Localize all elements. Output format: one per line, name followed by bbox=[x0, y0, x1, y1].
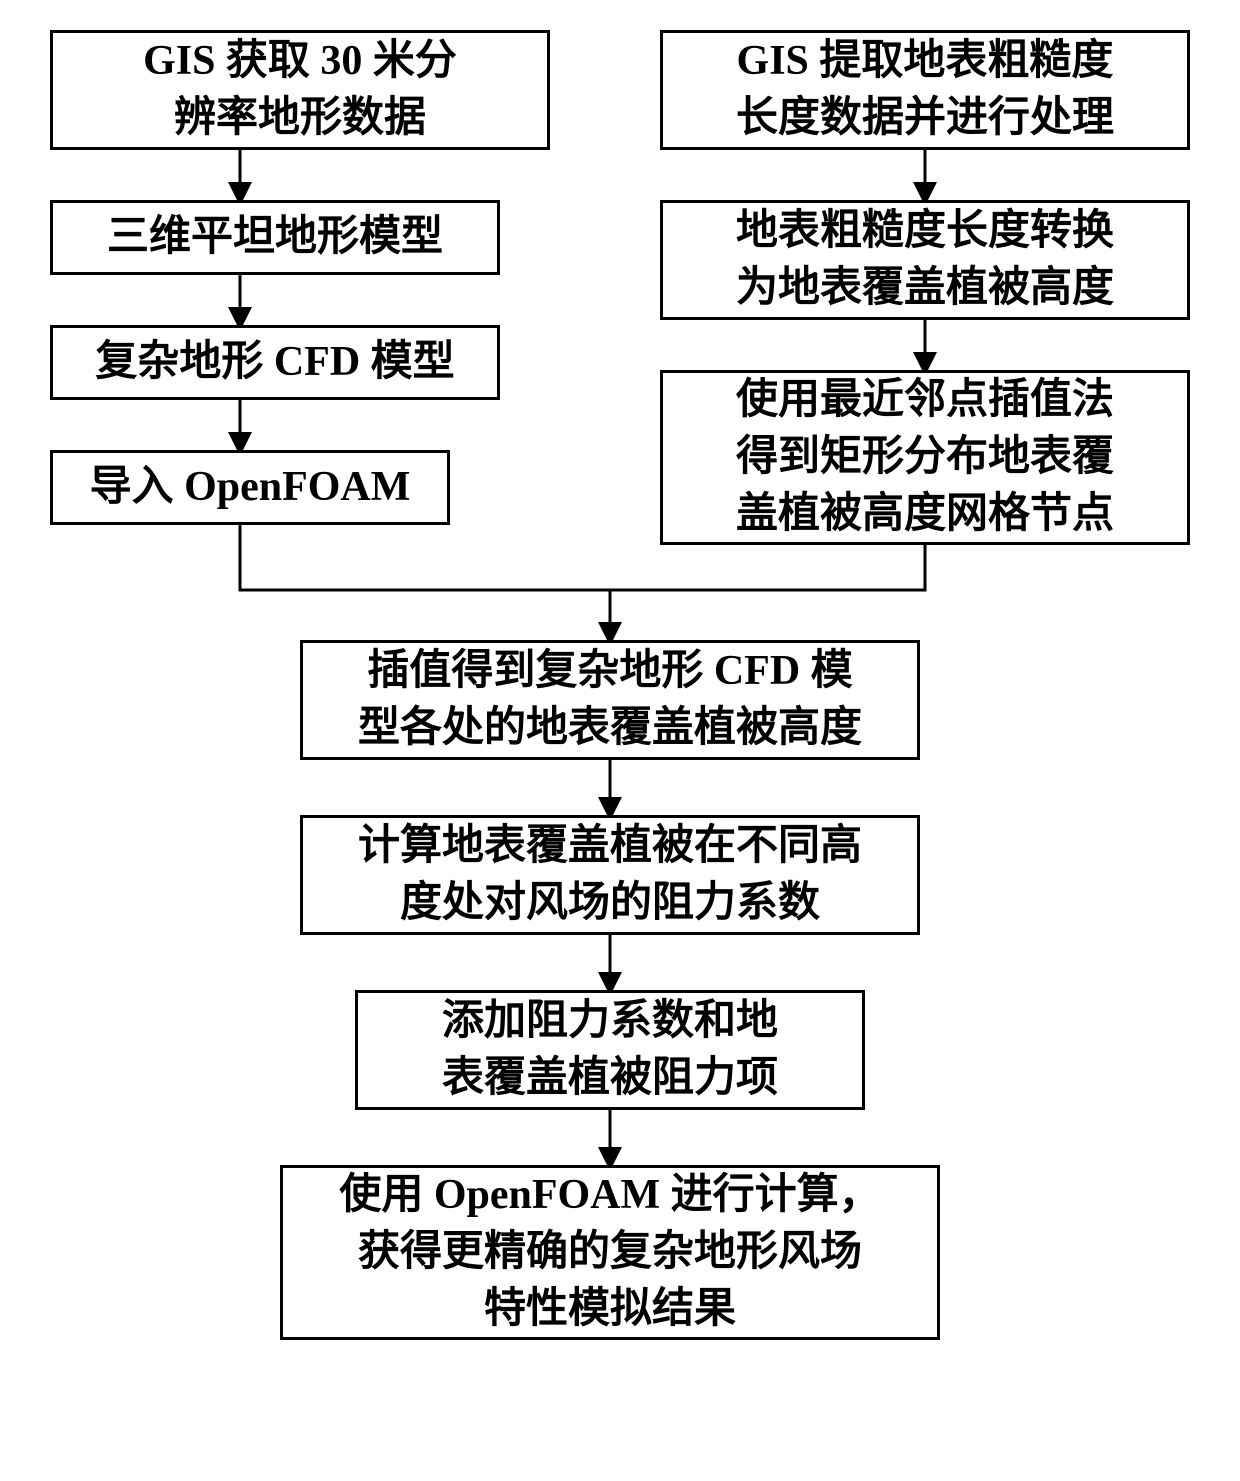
flow-node-L1: GIS 获取 30 米分 辨率地形数据 bbox=[50, 30, 550, 150]
flow-node-label: 计算地表覆盖植被在不同高 度处对风场的阻力系数 bbox=[358, 818, 862, 931]
flow-node-L3: 复杂地形 CFD 模型 bbox=[50, 325, 500, 400]
flow-node-M1: 插值得到复杂地形 CFD 模 型各处的地表覆盖植被高度 bbox=[300, 640, 920, 760]
flow-node-M4: 使用 OpenFOAM 进行计算， 获得更精确的复杂地形风场 特性模拟结果 bbox=[280, 1165, 940, 1340]
flow-node-label: 使用最近邻点插值法 得到矩形分布地表覆 盖植被高度网格节点 bbox=[736, 372, 1114, 542]
flow-node-label: 地表粗糙度长度转换 为地表覆盖植被高度 bbox=[736, 203, 1114, 316]
flow-node-L2: 三维平坦地形模型 bbox=[50, 200, 500, 275]
flow-node-label: 使用 OpenFOAM 进行计算， 获得更精确的复杂地形风场 特性模拟结果 bbox=[339, 1167, 880, 1337]
flow-node-label: 导入 OpenFOAM bbox=[90, 459, 411, 516]
flow-node-M3: 添加阻力系数和地 表覆盖植被阻力项 bbox=[355, 990, 865, 1110]
flow-edge-R3-M1 bbox=[610, 545, 925, 640]
flow-node-label: 添加阻力系数和地 表覆盖植被阻力项 bbox=[442, 993, 778, 1106]
flow-edge-L4-M1 bbox=[240, 525, 610, 640]
flow-node-label: 三维平坦地形模型 bbox=[107, 209, 443, 266]
flow-node-label: GIS 获取 30 米分 辨率地形数据 bbox=[143, 33, 457, 146]
flowchart-canvas: GIS 获取 30 米分 辨率地形数据三维平坦地形模型复杂地形 CFD 模型导入… bbox=[0, 0, 1240, 1481]
flow-node-L4: 导入 OpenFOAM bbox=[50, 450, 450, 525]
flow-node-M2: 计算地表覆盖植被在不同高 度处对风场的阻力系数 bbox=[300, 815, 920, 935]
flow-node-label: GIS 提取地表粗糙度 长度数据并进行处理 bbox=[736, 33, 1114, 146]
flow-node-R1: GIS 提取地表粗糙度 长度数据并进行处理 bbox=[660, 30, 1190, 150]
flow-node-R3: 使用最近邻点插值法 得到矩形分布地表覆 盖植被高度网格节点 bbox=[660, 370, 1190, 545]
flow-node-label: 复杂地形 CFD 模型 bbox=[95, 334, 454, 391]
flow-node-R2: 地表粗糙度长度转换 为地表覆盖植被高度 bbox=[660, 200, 1190, 320]
flow-node-label: 插值得到复杂地形 CFD 模 型各处的地表覆盖植被高度 bbox=[358, 643, 862, 756]
